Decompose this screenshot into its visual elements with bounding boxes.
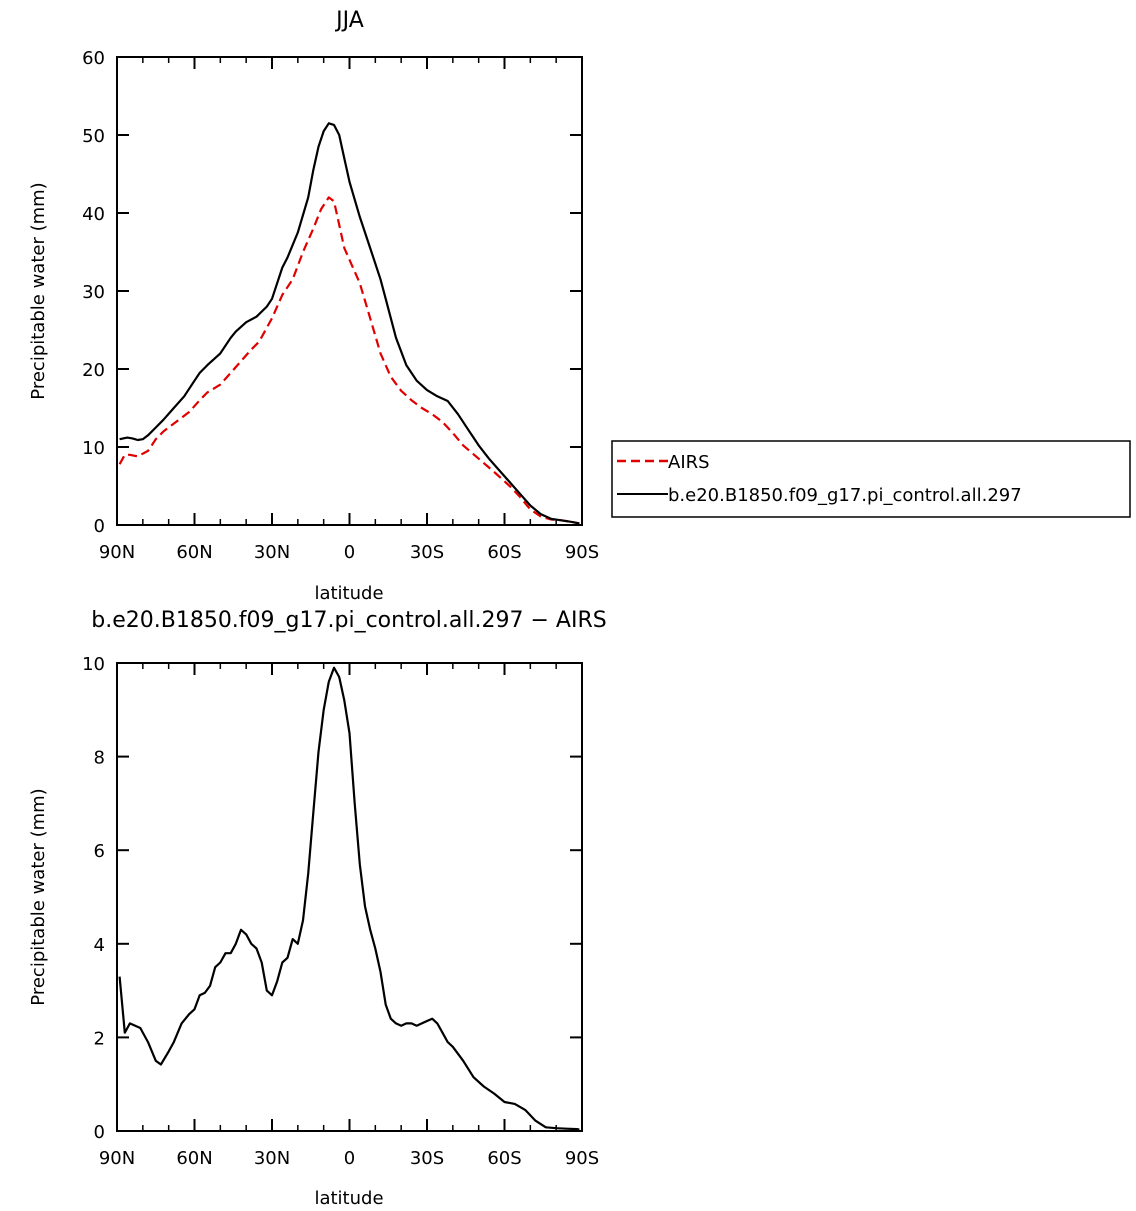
top-panel: JJA 90N 60N 30N 0 30S 60S 90S 0 10 20 30 40 50 60 lat… [28,8,1131,604]
top-axis-ticks: 90N 60N 30N 0 30S 60S 90S 0 10 20 30 40 50 60 [82,48,599,563]
top-y-tick-label: 40 [82,204,105,225]
legend-box [611,440,1131,518]
top-x-tick-label: 90S [565,542,599,563]
top-y-tick-label: 60 [82,48,105,69]
top-series-lines [118,122,580,525]
top-series-line-0 [118,196,580,525]
bottom-y-tick-label: 0 [94,1122,105,1143]
top-y-tick-label: 20 [82,360,105,381]
top-y-tick-label: 0 [94,516,105,537]
bottom-y-tick-label: 4 [94,935,105,956]
bottom-axis-ticks: 90N 60N 30N 0 30S 60S 90S 0 2 4 6 8 10 [82,654,599,1169]
bottom-panel: b.e20.B1850.f09_g17.pi_control.all.297 −… [28,608,607,1209]
top-x-tick-label: 60S [487,542,521,563]
top-chart-title: JJA [334,8,364,33]
legend-model-label: b.e20.B1850.f09_g17.pi_control.all.297 [668,485,1022,506]
bottom-y-tick-label: 10 [82,654,105,675]
top-y-tick-label: 10 [82,438,105,459]
bottom-x-tick-label: 30S [410,1148,444,1169]
bottom-y-axis-label: Precipitable water (mm) [28,788,49,1005]
top-x-tick-label: 30N [254,542,290,563]
bottom-x-tick-label: 0 [344,1148,355,1169]
bottom-y-tick-label: 6 [94,841,105,862]
top-x-tick-label: 90N [99,542,135,563]
top-x-axis-label: latitude [314,583,383,604]
top-x-tick-label: 0 [344,542,355,563]
top-x-tick-label: 30S [410,542,444,563]
bottom-series-lines [118,666,580,1131]
bottom-x-tick-label: 60N [176,1148,212,1169]
top-series-line-1 [119,122,580,525]
top-y-tick-label: 30 [82,282,105,303]
bottom-series-line-0 [118,666,580,1131]
top-y-axis-label: Precipitable water (mm) [28,182,49,399]
bottom-x-tick-label: 60S [487,1148,521,1169]
bottom-y-tick-label: 2 [94,1028,105,1049]
bottom-chart-title: b.e20.B1850.f09_g17.pi_control.all.297 −… [91,608,606,633]
bottom-x-axis-label: latitude [314,1188,383,1209]
bottom-y-tick-label: 8 [94,748,105,769]
bottom-x-tick-label: 30N [254,1148,290,1169]
top-y-tick-label: 50 [82,126,105,147]
legend-airs-label: AIRS [668,452,710,473]
legend: AIRS b.e20.B1850.f09_g17.pi_control.all.… [611,440,1131,518]
top-x-tick-label: 60N [176,542,212,563]
bottom-x-tick-label: 90S [565,1148,599,1169]
bottom-x-tick-label: 90N [99,1148,135,1169]
top-plot-frame [116,56,583,526]
